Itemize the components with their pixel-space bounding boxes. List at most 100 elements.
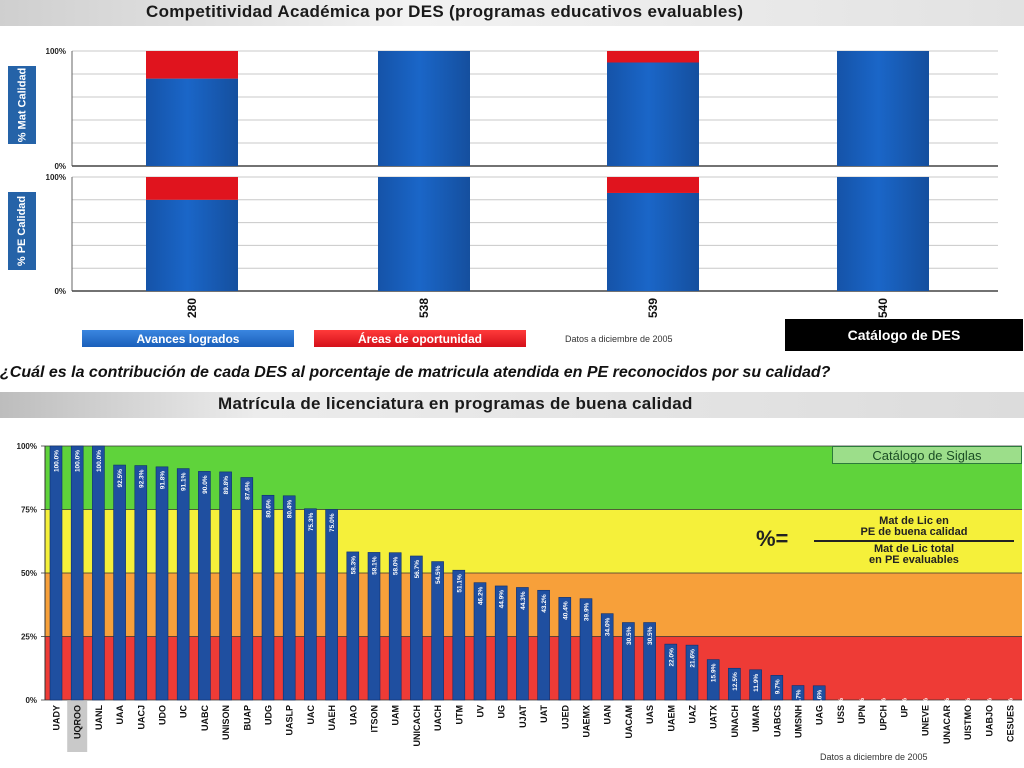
- x-tick-label: CESUES: [1006, 705, 1016, 742]
- bar: [812, 685, 826, 701]
- bar: [685, 644, 699, 701]
- data-label: 11.9%: [753, 674, 760, 692]
- formula-den-1: Mat de Lic total: [873, 543, 955, 555]
- data-label: 58.1%: [372, 556, 379, 575]
- x-tick-label: UABCS: [772, 705, 782, 737]
- data-label: 75.3%: [308, 513, 315, 532]
- data-label: 89.8%: [223, 476, 230, 495]
- x-tick-label: UDO: [158, 705, 168, 725]
- data-label: 0.0%: [1008, 698, 1015, 713]
- x-tick-label: UQROO: [73, 705, 83, 739]
- data-label: 0.0%: [986, 698, 993, 713]
- bar: [770, 675, 784, 701]
- data-label: 22.0%: [668, 648, 675, 667]
- y-tick-label: 0%: [54, 162, 66, 171]
- bar-achieved: [607, 62, 699, 166]
- x-tick-label: UADY: [52, 705, 62, 731]
- x-tick-label: UISTMO: [963, 705, 973, 740]
- x-tick-label: UG: [497, 705, 507, 719]
- bar: [537, 589, 550, 701]
- quality-band: [45, 573, 1022, 637]
- data-label: 0.0%: [944, 698, 951, 713]
- title-bar-top: [0, 0, 1024, 26]
- bar: [473, 582, 487, 701]
- bar-achieved: [837, 51, 929, 166]
- x-tick-label: UAA: [115, 705, 125, 725]
- data-label: 92.5%: [117, 469, 124, 488]
- question-text: ¿Cuál es la contribución de cada DES al …: [0, 364, 831, 381]
- x-tick-label: 538: [417, 298, 431, 318]
- bar-opportunity: [607, 51, 699, 63]
- x-tick-label: UABC: [200, 705, 210, 731]
- bar: [346, 551, 360, 701]
- quality-band: [45, 636, 1022, 700]
- bar: [49, 445, 63, 701]
- bar: [134, 465, 148, 701]
- bar: [261, 494, 275, 701]
- x-tick-label: UANL: [94, 705, 104, 730]
- legend-achieved: Avances logrados: [82, 330, 294, 347]
- data-label: 46.2%: [478, 586, 485, 605]
- data-label: 43.2%: [541, 594, 548, 613]
- data-label: 51.1%: [456, 574, 463, 593]
- bar: [70, 445, 84, 701]
- top-charts: 100% 0% 100% 0% 280 538 539 540: [46, 47, 998, 318]
- top-chart-title: Competitividad Académica por DES (progra…: [146, 2, 744, 21]
- formula-symbol: %=: [756, 526, 789, 551]
- x-tick-label: UAM: [391, 705, 401, 726]
- catalog-des-button[interactable]: Catálogo de DES: [785, 319, 1023, 351]
- x-tick-label: UAZ: [688, 705, 698, 724]
- data-label: 15.9%: [711, 663, 718, 682]
- x-tick-label: UV: [476, 705, 486, 718]
- bar: [516, 587, 529, 701]
- x-tick-label: UNACH: [730, 705, 740, 738]
- ylabel-pe-calidad: % PE Calidad: [8, 192, 36, 270]
- data-label: 30.5%: [647, 626, 654, 645]
- x-tick-label: UNICACH: [412, 705, 422, 747]
- catalog-siglas-button[interactable]: Catálogo de Siglas: [832, 446, 1022, 464]
- data-label: 5.6%: [817, 690, 824, 705]
- y-tick-label: 0%: [54, 287, 66, 296]
- top-data-note: Datos a diciembre de 2005: [565, 334, 673, 344]
- x-tick-label: UC: [179, 705, 189, 718]
- bar: [325, 509, 338, 701]
- data-label: 87.6%: [244, 481, 251, 500]
- bar: [240, 477, 254, 701]
- x-tick-label: 280: [185, 298, 199, 318]
- bar-achieved: [607, 192, 699, 291]
- bar-opportunity: [146, 177, 238, 200]
- bar-achieved: [378, 51, 470, 166]
- bar: [706, 659, 720, 701]
- bar-opportunity: [146, 51, 238, 79]
- bar-achieved: [146, 78, 238, 166]
- bar: [155, 466, 169, 701]
- data-label: 9.7%: [774, 679, 781, 694]
- x-tick-label: UNISON: [221, 705, 231, 740]
- data-label: 21.6%: [690, 649, 697, 668]
- data-label: 80.6%: [266, 499, 273, 518]
- bar: [92, 445, 105, 701]
- x-tick-label: UMAR: [751, 705, 761, 732]
- bar: [431, 561, 444, 701]
- bar: [579, 598, 593, 701]
- formula-num-2: PE de buena calidad: [860, 526, 968, 538]
- x-tick-label: 539: [646, 298, 660, 318]
- data-label: 100.0%: [75, 450, 82, 472]
- x-tick-label: UATX: [709, 705, 719, 729]
- x-tick-label: UJAT: [518, 705, 528, 728]
- formula-num-1: Mat de Lic en: [879, 515, 949, 527]
- x-tick-label: UAEMX: [582, 705, 592, 738]
- x-tick-label: UAEM: [666, 705, 676, 732]
- x-tick-label: UPCH: [878, 705, 888, 731]
- data-label: 0.0%: [965, 698, 972, 713]
- x-tick-label: UASLP: [285, 705, 295, 736]
- bar: [282, 495, 296, 701]
- bar: [558, 597, 572, 701]
- bottom-chart-title: Matrícula de licenciatura en programas d…: [218, 394, 693, 413]
- x-tick-label: UNACAR: [942, 705, 952, 744]
- bar: [304, 508, 317, 701]
- data-label: 58.0%: [393, 556, 400, 575]
- y-tick-label: 50%: [21, 569, 37, 578]
- x-tick-label: UP: [900, 705, 910, 718]
- x-tick-label: UAC: [306, 705, 316, 725]
